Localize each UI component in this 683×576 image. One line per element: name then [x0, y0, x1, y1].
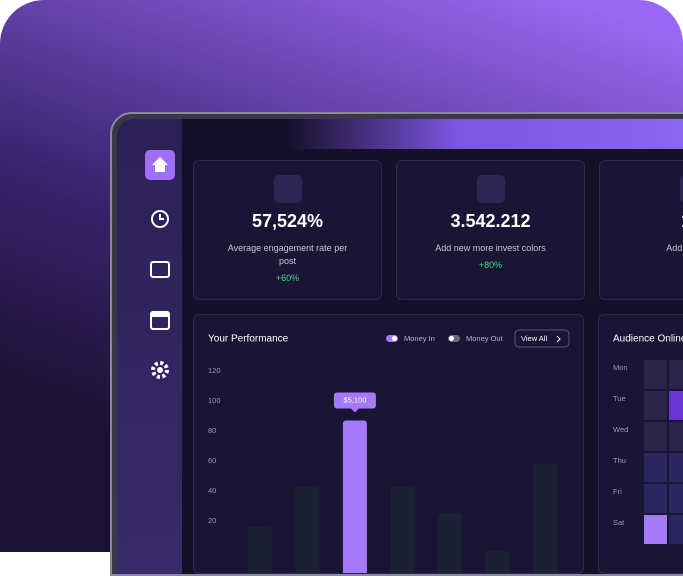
heat-cell: [644, 360, 667, 389]
stat-card: 16, Add label imp up: [599, 160, 683, 300]
stat-card: 3.542.212 Add new more invest colors +80%: [396, 160, 585, 300]
performance-card: Your Performance Money In Money Out View A…: [193, 314, 584, 574]
bar: [533, 464, 557, 574]
heat-cell: [669, 453, 683, 482]
settings-center: [157, 367, 163, 373]
heat-cell: [644, 453, 667, 482]
day-label: Wed: [613, 425, 628, 434]
frame-icon[interactable]: [151, 262, 169, 277]
stat-change: +60%: [194, 273, 381, 283]
top-glow: [287, 119, 683, 149]
heat-cell: [669, 360, 683, 389]
bar: [248, 527, 272, 574]
heat-cell: [644, 391, 667, 420]
stat-icon: [274, 175, 302, 203]
legend-label: Money Out: [466, 334, 504, 343]
stat-change: +80%: [397, 260, 584, 270]
heat-cell: [669, 422, 683, 451]
y-tick-label: 60: [208, 456, 216, 465]
bar: [343, 421, 367, 575]
sidebar-icons: [117, 119, 182, 399]
chart-title: Your Performance: [208, 334, 289, 345]
stat-icon: [680, 175, 683, 203]
day-label: Mon: [613, 363, 628, 372]
heat-cell: [644, 515, 667, 544]
device-frame: 57,524% Average engagement rate per post +…: [110, 112, 683, 576]
bar: [391, 487, 415, 575]
stat-change: up: [600, 260, 683, 270]
tooltip-label: $5,100: [343, 395, 366, 404]
day-label: Thu: [613, 456, 626, 465]
heat-cell: [669, 484, 683, 513]
stat-label: Average engagement rate per post: [228, 242, 348, 268]
day-label: Fri: [613, 487, 622, 496]
y-tick-label: 40: [208, 486, 216, 495]
stat-card: 57,524% Average engagement rate per post +…: [193, 160, 382, 300]
day-label: Tue: [613, 394, 626, 403]
y-tick-label: 100: [208, 396, 221, 405]
calendar-top: [151, 312, 169, 317]
chevron: [557, 336, 560, 342]
heat-cell: [644, 422, 667, 451]
y-tick-label: 80: [208, 426, 216, 435]
stat-value: 57,524%: [194, 211, 381, 232]
y-tick-label: 120: [208, 366, 221, 375]
bar: [438, 514, 462, 575]
view-all-label: View All: [521, 334, 547, 343]
heat-cell: [669, 391, 683, 420]
clock-hands: [160, 214, 164, 219]
chart: Your Performance Money In Money Out View A…: [194, 315, 584, 574]
toggle-knob: [392, 336, 397, 341]
sidebar: [117, 119, 182, 574]
heat-cell: [669, 515, 683, 544]
day-label: Sat: [613, 518, 625, 527]
toggle-knob: [449, 336, 454, 341]
y-tick-label: 20: [208, 516, 216, 525]
stat-label: Add new more invest colors: [431, 242, 551, 255]
stat-icon: [477, 175, 505, 203]
bar: [295, 487, 319, 575]
stat-value: 3.542.212: [397, 211, 584, 232]
bar: [486, 551, 510, 574]
heat-cell: [644, 484, 667, 513]
stat-label: Add label imp: [634, 242, 683, 255]
audience-card: Audience Online Mon Tue Wed Thu Fri Sat: [598, 314, 683, 574]
audience-title: Audience Online: [613, 334, 683, 345]
legend-label: Money In: [404, 334, 435, 343]
screen: 57,524% Average engagement rate per post +…: [117, 119, 683, 574]
stat-value: 16,: [600, 211, 683, 232]
tooltip-arrow: [351, 409, 359, 413]
audience-chart: Audience Online Mon Tue Wed Thu Fri Sat: [599, 315, 683, 574]
